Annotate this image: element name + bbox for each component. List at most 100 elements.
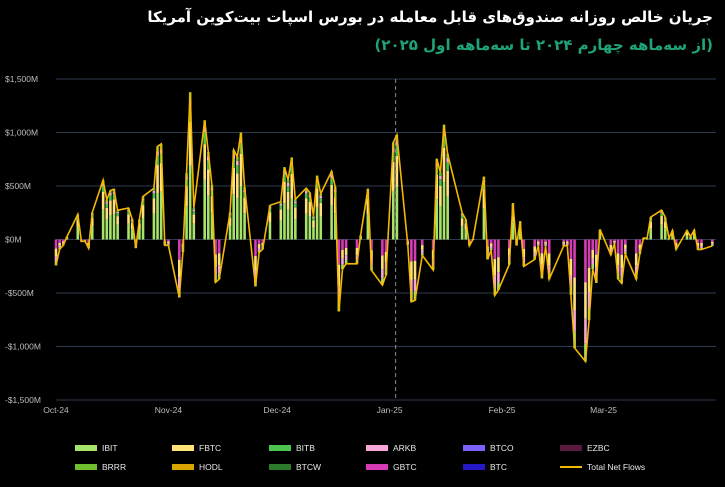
bar-arkb <box>105 201 109 204</box>
legend-label: BRRR <box>102 462 127 472</box>
bar-fbtc <box>544 241 547 244</box>
bar-gbtc <box>507 239 511 249</box>
bar-bitb <box>446 162 449 171</box>
bar-gbtc <box>638 239 642 245</box>
legend-label: ARKB <box>393 443 417 453</box>
bar-ibit <box>489 248 493 251</box>
bar-gbtc <box>613 239 616 241</box>
bar-ibit <box>497 282 500 291</box>
legend-swatch <box>172 445 194 451</box>
bar-fbtc <box>595 254 598 268</box>
bar-arkb <box>330 174 333 179</box>
bar-arkb <box>381 269 384 279</box>
bar-gbtc <box>493 239 497 260</box>
bar-fbtc <box>609 244 613 250</box>
bar-fbtc <box>413 260 417 280</box>
bar-fbtc <box>584 282 587 319</box>
bar-bitb <box>152 193 156 199</box>
legend-swatch <box>560 466 582 468</box>
bar-arkb <box>540 264 544 273</box>
bar-arkb <box>591 258 595 265</box>
bar-ibit <box>446 196 449 240</box>
bar-gbtc <box>573 239 576 278</box>
bar-ibit <box>90 225 94 240</box>
bar-arkb <box>286 182 290 186</box>
bar-fbtc <box>634 253 638 266</box>
bar-ibit <box>105 219 109 240</box>
bar-arkb <box>547 265 551 274</box>
y-tick-label: $1,000M <box>5 128 38 138</box>
bar-ibit <box>584 343 587 362</box>
bar-bitb <box>315 182 319 189</box>
bar-fbtc <box>573 277 576 311</box>
bar-ibit <box>685 235 689 240</box>
bar-arkb <box>58 245 61 248</box>
bar-ibit <box>344 260 348 264</box>
legend-label: FBTC <box>199 443 222 453</box>
bar-bitb <box>116 213 119 217</box>
bar-fbtc <box>547 253 551 266</box>
bar-bitb <box>308 197 312 202</box>
bar-fbtc <box>90 217 94 226</box>
bar-gbtc <box>413 239 417 261</box>
bar-fbtc <box>533 246 536 253</box>
bar-ibit <box>330 205 333 240</box>
bar-fbtc <box>112 199 116 215</box>
bar-gbtc <box>609 239 613 245</box>
bar-fbtc <box>566 241 569 244</box>
bar-bitb <box>156 155 159 166</box>
bar-fbtc <box>152 198 156 214</box>
bar-bitb <box>660 213 663 217</box>
bar-fbtc <box>188 121 192 166</box>
y-tick-label: -$500M <box>5 288 34 298</box>
bar-ibit <box>159 191 163 240</box>
bar-gbtc <box>370 239 373 251</box>
bar-gbtc <box>420 239 424 246</box>
bar-fbtc <box>624 244 627 249</box>
bar-arkb <box>203 126 206 133</box>
bar-ibit <box>591 264 595 269</box>
bar-ibit <box>460 226 464 240</box>
bar-arkb <box>304 190 308 194</box>
bar-fbtc <box>638 244 642 249</box>
bar-arkb <box>217 265 221 274</box>
bar-ibit <box>76 226 80 240</box>
bar-ibit <box>649 228 653 240</box>
bar-arkb <box>620 267 624 277</box>
bar-ibit <box>112 214 116 240</box>
legend-swatch <box>172 464 194 470</box>
legend-label: Total Net Flows <box>587 462 646 472</box>
legend-swatch <box>75 445 97 451</box>
bar-gbtc <box>569 239 573 259</box>
bar-ibit <box>239 186 243 240</box>
bar-gbtc <box>537 239 540 242</box>
bar-fbtc <box>420 245 424 250</box>
legend-label: EZBC <box>587 443 610 453</box>
legend-item: BTCO <box>463 443 514 453</box>
bar-ibit <box>243 213 246 240</box>
bar-fbtc <box>613 240 616 243</box>
bar-ibit <box>116 224 119 240</box>
legend-item: BTC <box>463 462 507 472</box>
bar-fbtc <box>384 251 388 263</box>
bar-arkb <box>562 243 565 245</box>
legend-item: Total Net Flows <box>560 462 645 472</box>
y-tick-label: $0M <box>5 235 22 245</box>
bar-ibit <box>511 221 515 240</box>
legend-item: FBTC <box>172 443 221 453</box>
bar-fbtc <box>109 200 112 215</box>
bar-fbtc <box>591 249 595 259</box>
bar-bitb <box>279 205 283 210</box>
bar-bitb <box>439 179 442 186</box>
bar-fbtc <box>569 258 573 276</box>
bar-ibit <box>210 212 214 240</box>
bar-fbtc <box>61 241 65 244</box>
bar-gbtc <box>624 239 627 245</box>
bar-bitb <box>207 160 210 170</box>
bar-gbtc <box>547 239 551 254</box>
chart-subtitle: (از سه‌ماهه چهارم ۲۰۲۴ تا سه‌ماهه اول ۲۰… <box>374 36 713 54</box>
legend-swatch <box>269 464 291 470</box>
bar-ibit <box>232 194 235 240</box>
bar-ibit <box>304 213 308 240</box>
bar-fbtc <box>587 267 591 292</box>
